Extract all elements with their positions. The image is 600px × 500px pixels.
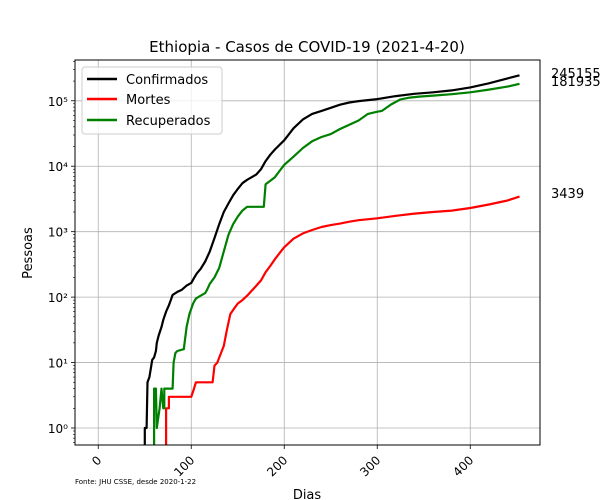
end-value-label: 181935 [551, 75, 600, 90]
series-line-recuperados [153, 82, 520, 445]
legend-label-recuperados: Recuperados [126, 114, 211, 129]
y-axis-label: Pessoas [21, 227, 36, 279]
source-note: Fonte: JHU CSSE, desde 2020-1-22 [75, 478, 197, 486]
legend-box [81, 66, 223, 135]
series-line-mortes [165, 195, 520, 445]
y-tick-label: 10² [48, 291, 68, 305]
plot-frame [74, 59, 541, 446]
grid-lines [75, 60, 540, 445]
legend-label-confirmados: Confirmados [126, 73, 208, 88]
series-line-confirmados [143, 74, 520, 445]
data-series [143, 74, 520, 445]
y-tick-label: 10⁰ [48, 422, 68, 436]
y-tick-label: 10⁵ [48, 95, 68, 109]
legend-label-mortes: Mortes [126, 93, 171, 108]
end-value-label: 3439 [551, 187, 584, 202]
end-value-label: 245155 [551, 67, 600, 82]
x-axis-label: Dias [293, 488, 322, 500]
y-tick-label: 10³ [48, 226, 68, 240]
chart-title: Ethiopia - Casos de COVID-19 (2021-4-20) [149, 38, 465, 56]
legend: Confirmados Mortes Recuperados [81, 66, 223, 135]
y-tick-label: 10⁴ [48, 160, 68, 174]
y-tick-label: 10¹ [48, 357, 68, 371]
